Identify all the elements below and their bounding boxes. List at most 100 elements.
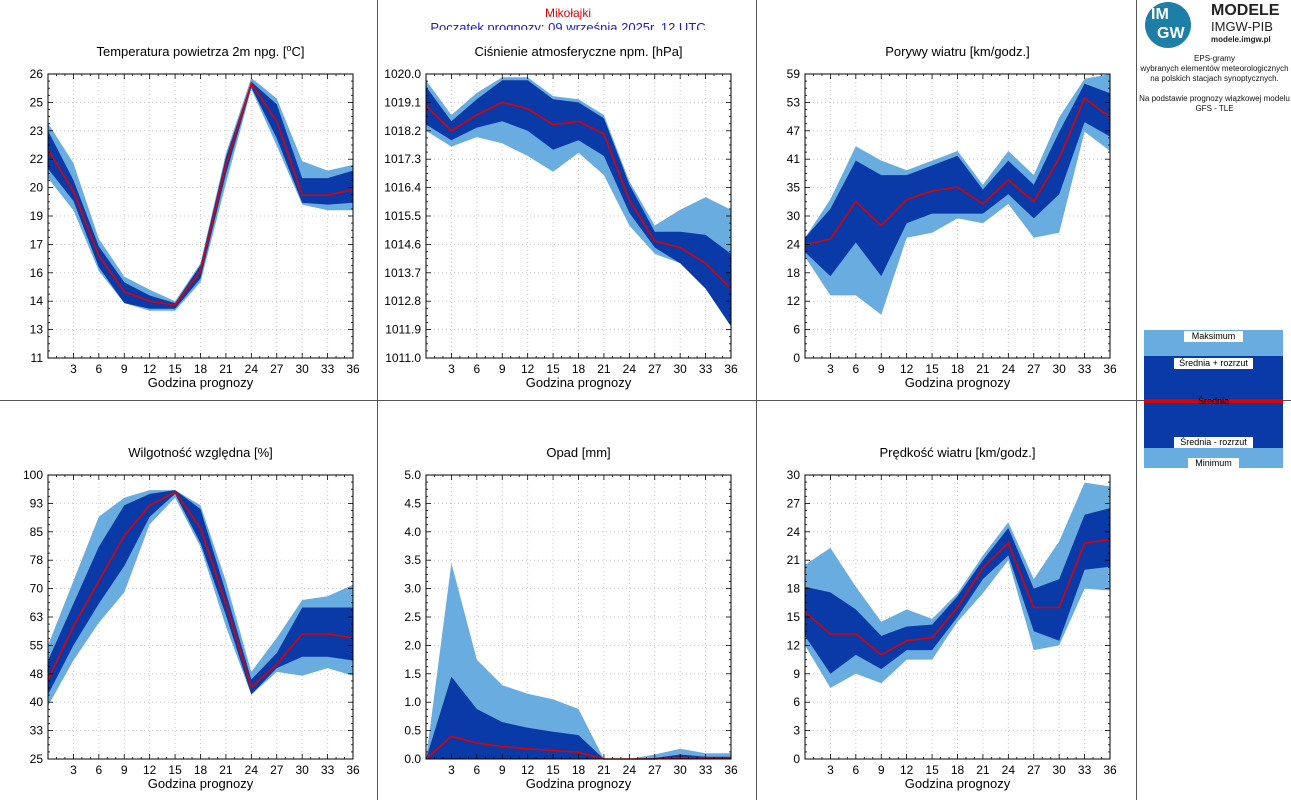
- x-tick-label: 3: [827, 763, 834, 777]
- x-tick-label: 15: [925, 362, 939, 376]
- y-tick-label: 33: [30, 724, 44, 738]
- x-tick-label: 36: [1103, 763, 1117, 777]
- x-tick-label: 30: [295, 763, 309, 777]
- x-tick-label: 15: [925, 763, 939, 777]
- x-tick-label: 30: [673, 362, 687, 376]
- info-line: na polskich stacjach synoptycznych.: [1150, 74, 1279, 83]
- band-spread: [805, 83, 1110, 277]
- x-tick-label: 12: [900, 362, 914, 376]
- x-tick-label: 3: [448, 362, 455, 376]
- y-tick-label: 5.0: [404, 468, 421, 482]
- x-tick-label: 36: [346, 362, 360, 376]
- logo-title: MODELE: [1211, 2, 1280, 19]
- legend: Maksimum Średnia + rozrzut Średnia Średn…: [1144, 330, 1283, 469]
- x-tick-label: 21: [597, 362, 611, 376]
- y-tick-label: 9: [793, 667, 800, 681]
- x-tick-label: 18: [951, 362, 965, 376]
- x-tick-label: 6: [852, 763, 859, 777]
- y-tick-label: 1.5: [404, 667, 421, 681]
- y-tick-label: 18: [787, 266, 801, 280]
- y-tick-label: 2.0: [404, 638, 421, 652]
- x-tick-label: 33: [1078, 763, 1092, 777]
- y-tick-label: 15: [787, 610, 801, 624]
- y-tick-label: 1014.6: [384, 237, 421, 251]
- y-tick-label: 0: [793, 351, 800, 365]
- chart-panel-temperature: Temperatura powietrza 2m npg. [oC] 11 13 14…: [0, 0, 377, 400]
- info-line: GFS - TLE: [1195, 104, 1234, 113]
- x-tick-label: 24: [245, 362, 259, 376]
- y-tick-label: 47: [787, 124, 801, 138]
- y-tick-label: 23: [30, 124, 44, 138]
- x-tick-label: 15: [546, 763, 560, 777]
- y-tick-label: 30: [787, 468, 801, 482]
- y-tick-label: 16: [30, 266, 44, 280]
- y-tick-label: 3.0: [404, 582, 421, 596]
- y-tick-label: 30: [787, 209, 801, 223]
- y-tick-label: 21: [787, 553, 801, 567]
- y-tick-label: 70: [30, 582, 44, 596]
- chart-title: Wilgotność względna [%]: [128, 445, 273, 460]
- x-tick-label: 30: [1052, 763, 1066, 777]
- x-axis-label: Godzina prognozy: [526, 776, 632, 791]
- y-tick-label: 12: [787, 294, 801, 308]
- logo-url: modele.imgw.pl: [1211, 35, 1271, 44]
- y-tick-label: 4.5: [404, 496, 421, 510]
- y-tick-label: 22: [30, 152, 44, 166]
- x-tick-label: 21: [976, 362, 990, 376]
- y-tick-label: 12: [787, 638, 801, 652]
- y-tick-label: 35: [787, 181, 801, 195]
- mean-line: [804, 538, 1111, 656]
- x-tick-label: 18: [572, 763, 586, 777]
- x-tick-label: 3: [70, 362, 77, 376]
- x-tick-label: 24: [1002, 763, 1016, 777]
- y-tick-label: 4.0: [404, 525, 421, 539]
- y-tick-label: 63: [30, 610, 44, 624]
- x-tick-label: 6: [473, 362, 480, 376]
- x-tick-label: 36: [724, 362, 738, 376]
- chart-gusts: Porywy wiatru [km/godz.] 0 6 12 18 24 30 35 41 47…: [787, 44, 1117, 390]
- y-tick-label: 3: [793, 724, 800, 738]
- x-tick-label: 24: [623, 763, 637, 777]
- x-tick-label: 9: [499, 763, 506, 777]
- x-tick-label: 27: [270, 763, 284, 777]
- x-tick-label: 15: [168, 362, 182, 376]
- y-tick-label: 85: [30, 525, 44, 539]
- mean-line: [804, 96, 1111, 246]
- band-spread: [426, 676, 731, 759]
- x-tick-label: 36: [1103, 362, 1117, 376]
- y-tick-label: 17: [30, 237, 44, 251]
- imgw-logo: IM GW MODELE IMGW-PIB modele.imgw.pl: [1145, 2, 1285, 50]
- x-tick-label: 6: [95, 763, 102, 777]
- x-tick-label: 9: [878, 362, 885, 376]
- chart-panel-pressure: Ciśnienie atmosferyczne npm. [hPa] 1011.0…: [378, 30, 756, 400]
- emblem-text-bottom: GW: [1157, 25, 1185, 42]
- x-axis-label: Godzina prognozy: [905, 776, 1011, 791]
- x-tick-label: 30: [295, 362, 309, 376]
- divider-horizontal: [0, 400, 1291, 401]
- x-axis-label: Godzina prognozy: [148, 375, 254, 390]
- x-tick-label: 12: [521, 362, 535, 376]
- y-tick-label: 55: [30, 638, 44, 652]
- y-tick-label: 93: [30, 496, 44, 510]
- y-tick-label: 27: [787, 496, 801, 510]
- y-tick-label: 1020.0: [384, 67, 421, 81]
- x-tick-label: 33: [321, 362, 335, 376]
- y-tick-label: 24: [787, 525, 801, 539]
- y-tick-label: 13: [30, 323, 44, 337]
- x-tick-label: 24: [1002, 362, 1016, 376]
- imgw-emblem-icon: IM GW: [1145, 2, 1191, 48]
- x-axis-label: Godzina prognozy: [905, 375, 1011, 390]
- x-axis-label: Godzina prognozy: [148, 776, 254, 791]
- y-tick-label: 26: [30, 67, 44, 81]
- x-tick-label: 27: [270, 362, 284, 376]
- band-spread: [426, 80, 731, 327]
- x-tick-label: 21: [976, 763, 990, 777]
- x-tick-label: 6: [95, 362, 102, 376]
- chart-title: Opad [mm]: [546, 445, 610, 460]
- chart-pressure: Ciśnienie atmosferyczne npm. [hPa] 1011.0…: [384, 44, 738, 390]
- x-tick-label: 3: [70, 763, 77, 777]
- x-tick-label: 21: [219, 362, 233, 376]
- chart-title: Temperatura powietrza 2m npg. [oC]: [96, 43, 304, 59]
- y-tick-label: 1015.5: [384, 209, 421, 223]
- x-tick-label: 27: [648, 362, 662, 376]
